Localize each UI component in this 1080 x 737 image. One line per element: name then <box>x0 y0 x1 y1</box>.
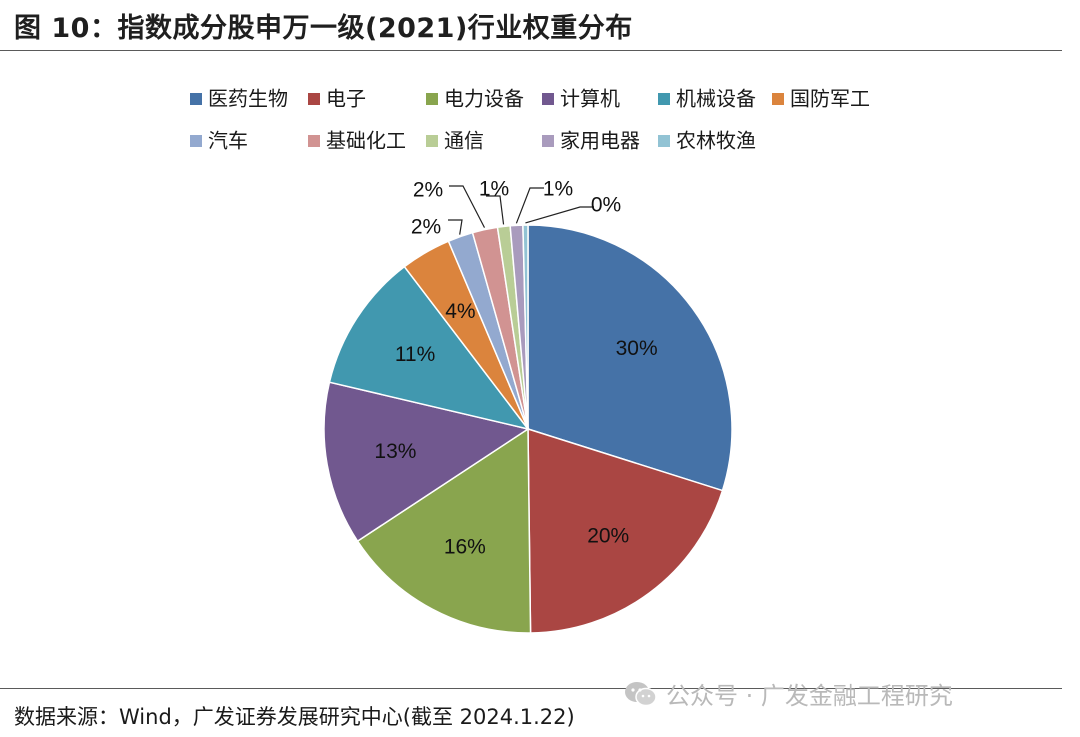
legend-swatch-4 <box>542 93 554 105</box>
data-label-1: 30% <box>616 337 658 360</box>
legend-swatch-8 <box>308 135 320 147</box>
data-label-7: 2% <box>411 216 441 239</box>
legend-label-9: 通信 <box>444 129 484 153</box>
legend-label-10: 家用电器 <box>560 129 640 153</box>
legend-label-4: 计算机 <box>560 87 620 111</box>
leader-line-11 <box>525 206 594 224</box>
legend-label-7: 汽车 <box>208 129 248 153</box>
leader-line-7 <box>448 219 463 235</box>
watermark: 公众号 · 广发金融工程研究 <box>624 676 953 711</box>
data-label-9: 1% <box>479 178 509 201</box>
legend-label-11: 农林牧渔 <box>676 129 756 153</box>
legend-swatch-11 <box>658 135 670 147</box>
legend-label-8: 基础化工 <box>326 129 406 153</box>
pie-slices <box>323 224 733 634</box>
data-label-4: 13% <box>374 440 416 463</box>
data-label-10: 1% <box>543 178 573 201</box>
bottom-divider <box>0 688 1062 689</box>
legend-swatch-10 <box>542 135 554 147</box>
legend-swatch-6 <box>772 93 784 105</box>
legend-swatch-2 <box>308 93 320 105</box>
wechat-icon <box>625 681 657 706</box>
legend-swatch-9 <box>426 135 438 147</box>
source-note: 数据来源：Wind，广发证券发展研究中心(截至 2024.1.22) <box>14 705 575 729</box>
leader-line-9 <box>486 195 505 225</box>
legend-label-6: 国防军工 <box>790 87 870 111</box>
data-label-6: 4% <box>445 300 475 323</box>
legend-label-5: 机械设备 <box>676 87 756 111</box>
leader-line-8 <box>449 185 486 228</box>
data-label-8: 2% <box>413 179 443 202</box>
pie-slice-1 <box>527 224 733 492</box>
pie-slice-5 <box>328 265 530 431</box>
pie-slice-3 <box>356 427 532 634</box>
watermark-text: 公众号 · 广发金融工程研究 <box>666 682 953 710</box>
legend-swatch-1 <box>190 93 202 105</box>
pie-slice-4 <box>323 381 530 543</box>
pie-slice-2 <box>527 427 724 634</box>
data-label-11: 0% <box>591 194 621 217</box>
data-label-5: 11% <box>395 343 435 366</box>
legend-label-3: 电力设备 <box>444 87 524 111</box>
legend-swatch-7 <box>190 135 202 147</box>
legend-label-2: 电子 <box>326 87 366 111</box>
legend-swatch-3 <box>426 93 438 105</box>
top-divider <box>0 50 1062 51</box>
leader-line-10 <box>515 187 544 224</box>
legend-swatch-5 <box>658 93 670 105</box>
figure-title: 图 10：指数成分股申万一级(2021)行业权重分布 <box>14 13 633 44</box>
label-leader-lines <box>448 185 594 235</box>
pie-slice-11 <box>522 224 529 430</box>
data-label-2: 20% <box>587 525 629 548</box>
data-label-3: 16% <box>444 535 486 558</box>
legend-label-1: 医药生物 <box>208 87 288 111</box>
data-labels: 30% 20% 16% 13% 11% 4% 2% 2% 1% 1% 0% <box>374 178 657 559</box>
